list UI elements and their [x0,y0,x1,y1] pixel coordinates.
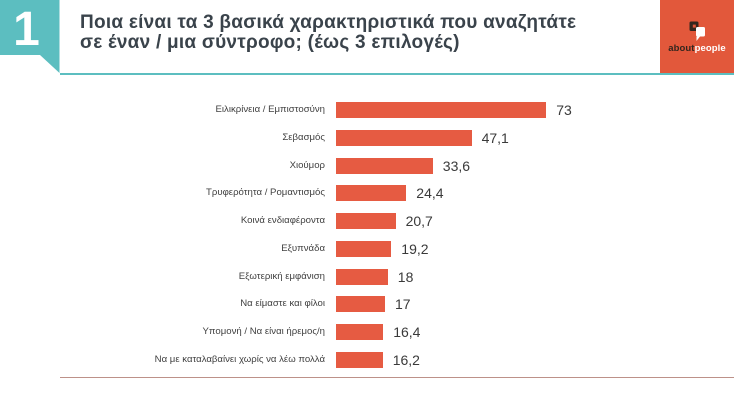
bar-row: Να με καταλαβαίνει χωρίς να λέω πολλά 16,… [0,352,734,368]
aboutpeople-logo: aboutpeople [660,0,734,73]
category-label: Εξυπνάδα [281,242,325,254]
footer-divider [60,377,734,378]
bar [336,102,547,118]
value-label: 47,1 [481,129,509,146]
bar-row: Να είμαστε και φίλοι 17 [0,296,734,313]
bar [336,324,384,341]
bar [336,129,472,146]
bar-row: Κοινά ενδιαφέροντα 20,7 [0,213,734,230]
bar [336,157,433,174]
question-number-ribbon [0,0,60,73]
header-divider [60,73,734,75]
category-label: Να είμαστε και φίλοι [240,298,325,310]
value-label: 16,4 [393,324,421,341]
bar [336,213,396,230]
category-label: Χιούμορ [289,159,325,171]
bar [336,185,407,202]
value-label: 16,2 [392,352,420,368]
question-title-line1: Ποια είναι τα 3 βασικά χαρακτηριστικά πο… [80,11,577,33]
logo-word-people: people [694,43,726,54]
bar [336,296,385,313]
bar-row: Ειλικρίνεια / Εμπιστοσύνη 73 [0,102,734,118]
value-label: 18 [397,268,414,285]
value-label: 33,6 [442,157,471,174]
question-title-line2: σε έναν / μια σύντροφο; (έως 3 επιλογές) [80,32,460,54]
bar-row: Εξυπνάδα 19,2 [0,240,734,257]
value-label: 20,7 [405,213,433,230]
category-label: Να με καταλαβαίνει χωρίς να λέω πολλά [154,354,325,365]
value-label: 19,2 [401,240,429,257]
category-label: Ειλικρίνεια / Εμπιστοσύνη [215,104,325,115]
question-number-badge: 1 [0,0,60,75]
category-label: Υπομονή / Να είναι ήρεμος/η [202,326,325,338]
logo-word-about: about [668,43,695,54]
category-label: Κοινά ενδιαφέροντα [240,215,325,227]
bar-row: Χιούμορ 33,6 [0,157,734,174]
question-title-box: Ποια είναι τα 3 βασικά χαρακτηριστικά πο… [60,0,660,73]
value-label: 24,4 [416,185,444,202]
value-label: 73 [556,102,572,118]
question-number: 1 [13,3,40,56]
bar [336,240,392,257]
bar [336,268,388,285]
bar-row: Εξωτερική εμφάνιση 18 [0,268,734,285]
bar-row: Υπομονή / Να είναι ήρεμος/η 16,4 [0,324,734,341]
logo-wordmark: aboutpeople [660,43,734,54]
question-title: Ποια είναι τα 3 βασικά χαρακτηριστικά πο… [80,11,640,55]
speech-bubbles-icon [689,21,705,41]
bar-row: Σεβασμός 47,1 [0,129,734,146]
bar-row: Τρυφερότητα / Ρομαντισμός 24,4 [0,185,734,202]
category-label: Εξωτερική εμφάνιση [238,270,325,282]
bar [336,352,383,368]
category-label: Τρυφερότητα / Ρομαντισμός [206,187,325,199]
value-label: 17 [395,296,411,313]
category-label: Σεβασμός [282,131,325,143]
